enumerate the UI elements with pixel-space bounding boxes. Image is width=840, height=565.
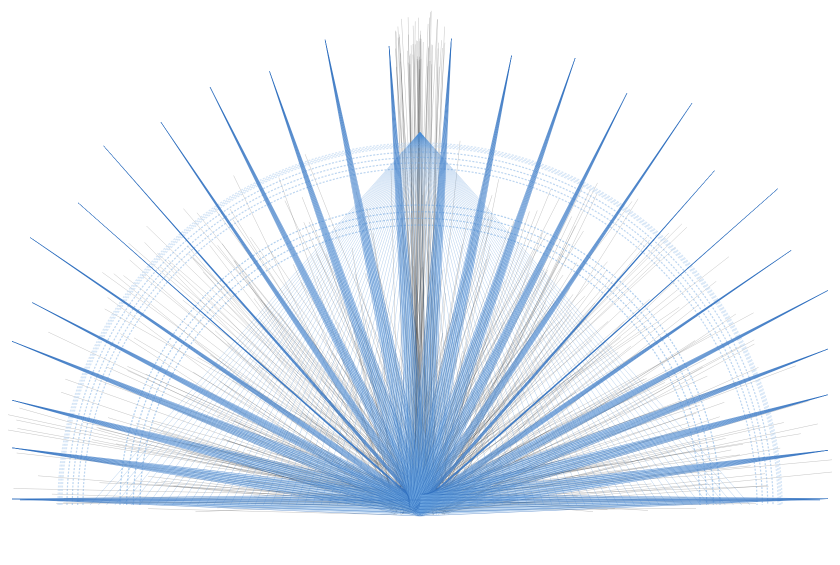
spike-threads: [32, 302, 426, 515]
spike-threads: [160, 121, 430, 511]
spike-threads: [388, 46, 432, 506]
spike: [12, 341, 424, 515]
spike-threads: [77, 202, 428, 514]
spike-threads: [410, 103, 693, 511]
spikes: [11, 38, 829, 517]
spike-threads: [414, 290, 829, 515]
spike: [410, 55, 512, 507]
spike-threads: [413, 250, 792, 515]
spike-threads: [30, 237, 427, 515]
spike-threads: [412, 188, 778, 514]
spike: [410, 93, 627, 510]
spike-threads: [408, 55, 512, 508]
spike: [389, 46, 430, 506]
arc: [139, 224, 701, 506]
arc: [132, 217, 708, 506]
spike-threads: [11, 341, 425, 516]
spike-threads: [418, 450, 829, 517]
spike-threads: [209, 87, 431, 510]
spike: [418, 450, 828, 515]
spike-threads: [324, 39, 432, 508]
spike-threads: [103, 145, 429, 513]
spike-threads: [269, 71, 431, 509]
spike-threads: [415, 348, 829, 516]
spike-threads: [411, 170, 715, 513]
spike-threads: [11, 399, 423, 516]
spike-threads: [409, 57, 576, 509]
spike-threads: [417, 394, 829, 516]
arc: [71, 157, 769, 506]
spike-threads: [408, 38, 452, 506]
spike: [269, 71, 430, 509]
spike-threads: [11, 447, 422, 517]
spike-threads: [409, 93, 628, 510]
